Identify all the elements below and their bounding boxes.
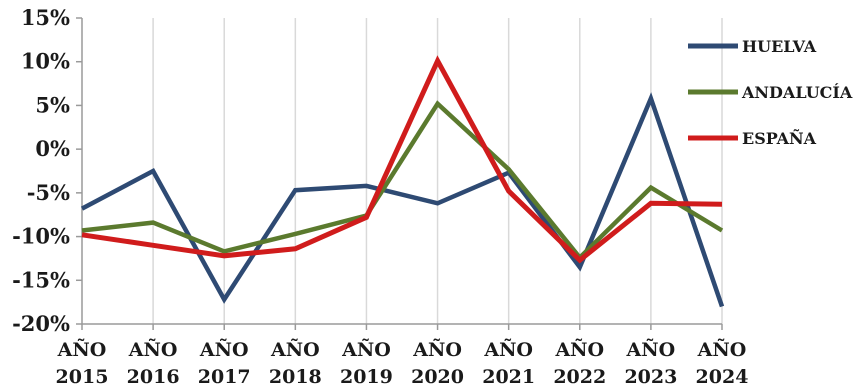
series bbox=[80, 55, 725, 308]
x-tick-label: AÑO 2022 bbox=[553, 338, 606, 388]
y-tick-label: 15% bbox=[21, 5, 70, 30]
y-tick-label: 0% bbox=[35, 136, 70, 161]
y-tick-label: 10% bbox=[21, 49, 70, 74]
x-tick-label: AÑO 2019 bbox=[340, 338, 393, 388]
y-tick-label: -10% bbox=[12, 224, 70, 249]
legend-label-andaluc-a: ANDALUCÍA bbox=[741, 82, 853, 102]
x-tick-label: AÑO 2023 bbox=[624, 338, 677, 388]
x-tick-label: AÑO 2018 bbox=[269, 338, 322, 388]
legend-label-huelva: HUELVA bbox=[742, 37, 817, 56]
x-tick-label: AÑO 2016 bbox=[127, 338, 180, 388]
x-tick-label: AÑO 2024 bbox=[696, 338, 749, 388]
series-line-andaluc-a bbox=[81, 100, 724, 261]
x-tick-label: AÑO 2020 bbox=[411, 338, 464, 388]
axes bbox=[81, 18, 722, 325]
x-tick-label: AÑO 2021 bbox=[482, 338, 535, 388]
series-line-espa-a bbox=[81, 55, 723, 264]
x-tick-label: AÑO 2017 bbox=[198, 338, 251, 388]
x-tick-label: AÑO 2015 bbox=[56, 338, 109, 388]
y-tick-label: 5% bbox=[35, 92, 70, 117]
legend-label-espa-a: ESPAÑA bbox=[742, 127, 817, 148]
y-tick-label: -15% bbox=[12, 267, 70, 292]
series-line-huelva bbox=[80, 92, 725, 308]
legend: HUELVA ANDALUCÍA ESPAÑA bbox=[688, 37, 853, 148]
y-tick-label: -20% bbox=[12, 311, 70, 336]
y-axis-ticks: 15% 10% 5% 0% -5% -10% -15% -20% bbox=[12, 5, 82, 336]
x-axis-ticks: AÑO 2015 AÑO 2016 AÑO 2017 AÑO 2018 AÑO 2019 AÑO 20… bbox=[56, 324, 749, 388]
y-tick-label: -5% bbox=[27, 180, 70, 205]
